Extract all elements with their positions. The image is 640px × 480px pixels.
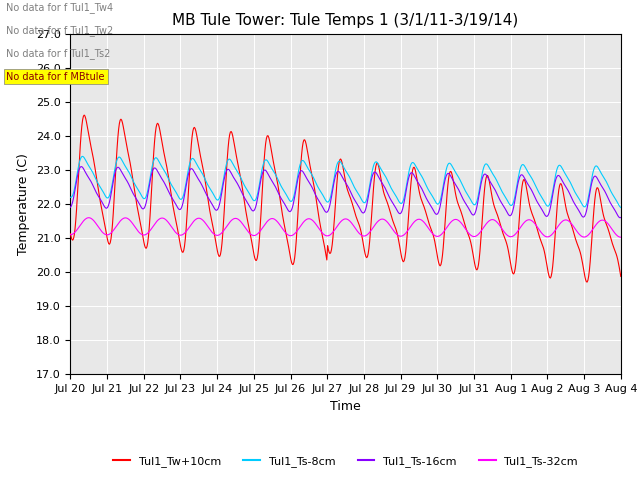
Text: No data for f Tul1_Tw4: No data for f Tul1_Tw4 xyxy=(6,2,113,13)
Title: MB Tule Tower: Tule Temps 1 (3/1/11-3/19/14): MB Tule Tower: Tule Temps 1 (3/1/11-3/19… xyxy=(172,13,519,28)
Y-axis label: Temperature (C): Temperature (C) xyxy=(17,153,30,255)
Legend: Tul1_Tw+10cm, Tul1_Ts-8cm, Tul1_Ts-16cm, Tul1_Ts-32cm: Tul1_Tw+10cm, Tul1_Ts-8cm, Tul1_Ts-16cm,… xyxy=(109,451,582,471)
Text: No data for f MBtule: No data for f MBtule xyxy=(6,72,105,82)
X-axis label: Time: Time xyxy=(330,400,361,413)
Text: No data for f Tul1_Ts2: No data for f Tul1_Ts2 xyxy=(6,48,111,60)
Text: No data for f Tul1_Tw2: No data for f Tul1_Tw2 xyxy=(6,25,114,36)
